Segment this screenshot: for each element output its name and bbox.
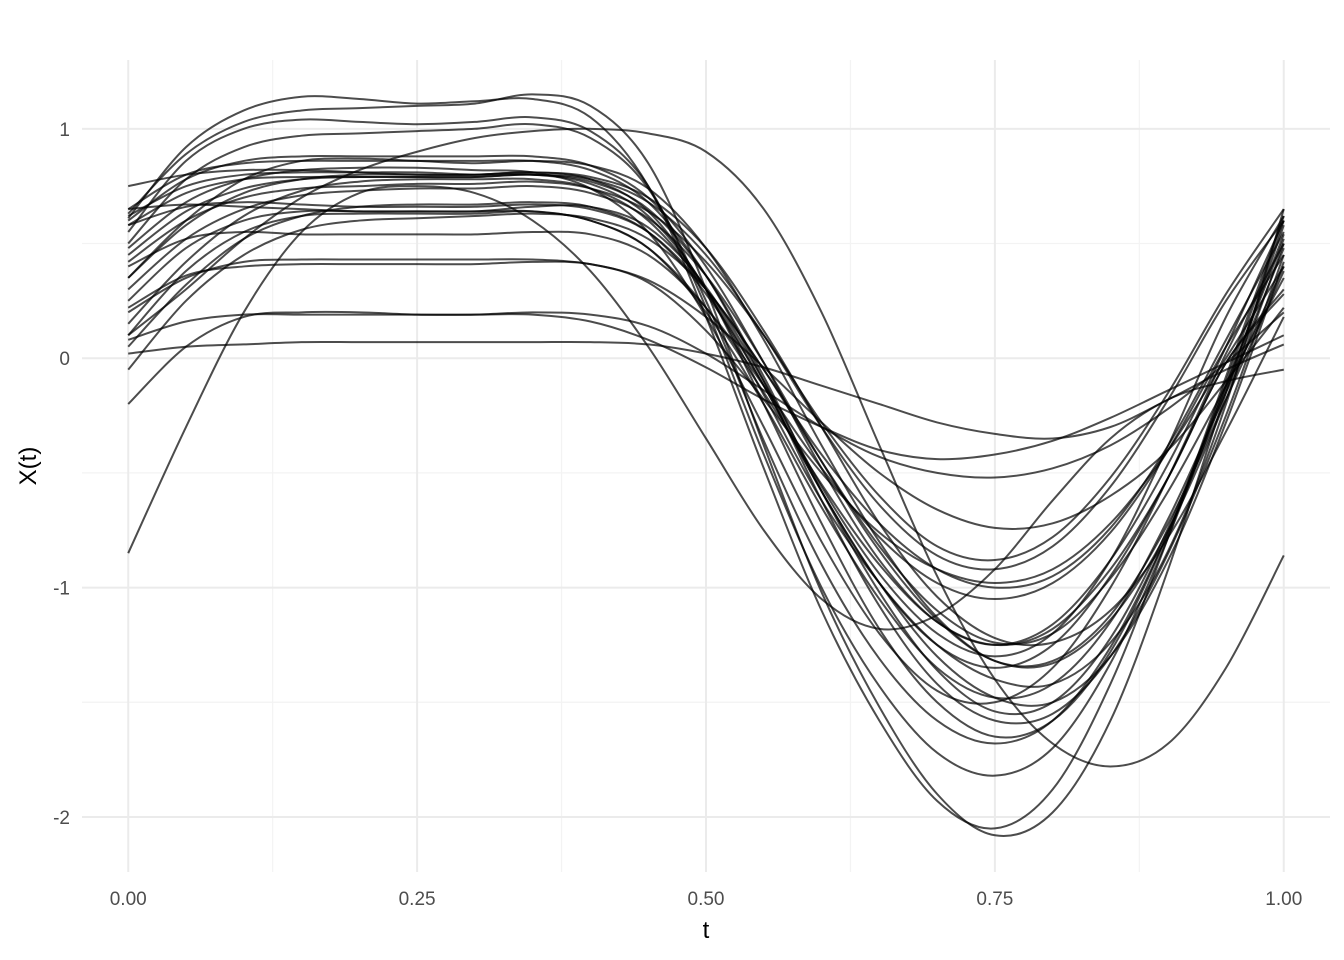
x-tick-label: 0.50 (688, 889, 725, 910)
series-line-14 (127, 127, 1285, 768)
series-line-29 (127, 159, 1285, 725)
curves (127, 93, 1285, 837)
series-line-20 (127, 177, 1285, 669)
series-line-9 (127, 260, 1285, 584)
series-line-12 (127, 310, 1285, 461)
series-line-11 (128, 340, 1285, 440)
series-line-27 (127, 258, 1285, 530)
series-line-26 (127, 212, 1285, 646)
series-line-30 (127, 210, 1285, 700)
series-line-23 (127, 209, 1285, 647)
series-line-10 (127, 311, 1285, 479)
y-tick-label: -2 (53, 808, 70, 829)
grid (82, 60, 1330, 872)
x-tick-label: 0.75 (976, 889, 1013, 910)
x-tick-label: 1.00 (1265, 889, 1302, 910)
y-tick-label: 1 (59, 120, 70, 141)
y-tick-label: -1 (53, 579, 70, 600)
series-line-2 (127, 93, 1285, 837)
series-line-8 (127, 230, 1285, 601)
series-line-4 (127, 122, 1285, 745)
x-axis-title: t (703, 917, 710, 944)
x-tick-label: 0.25 (399, 889, 436, 910)
x-tick-label: 0.00 (110, 889, 147, 910)
series-line-28 (127, 171, 1285, 647)
series-line-1 (127, 95, 1285, 830)
series-line-21 (127, 166, 1285, 705)
series-line-22 (127, 154, 1285, 646)
series-line-13 (127, 185, 1284, 631)
y-axis-ticks: -2 -1 0 1 (53, 120, 70, 829)
x-axis-ticks: 0.00 0.25 0.50 0.75 1.00 (110, 889, 1303, 910)
y-tick-label: 0 (59, 349, 70, 370)
y-axis-title: X(t) (15, 447, 42, 486)
